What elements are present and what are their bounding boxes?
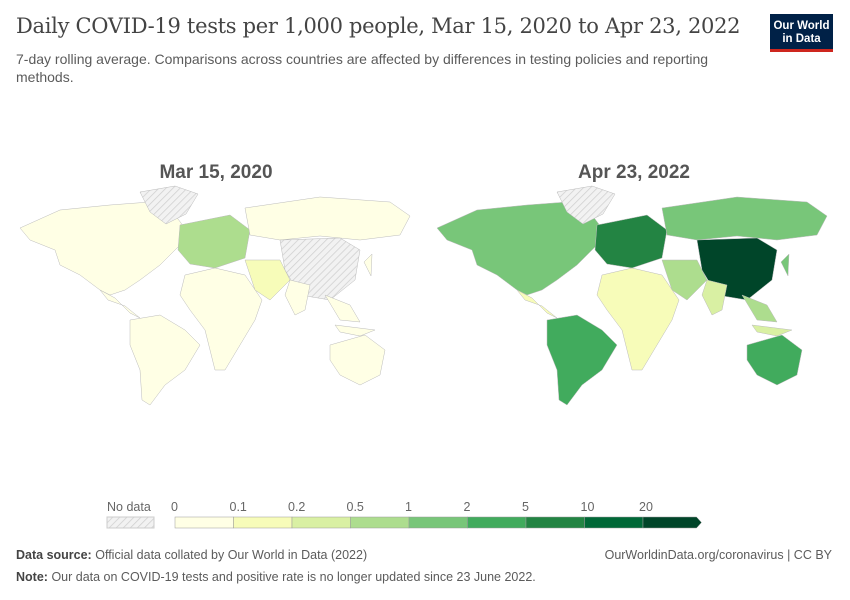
region-japan[interactable] [780, 253, 790, 277]
region-australia[interactable] [329, 334, 386, 386]
legend-tick: 0.2 [288, 500, 306, 514]
region-central-america[interactable] [99, 289, 141, 319]
map-mar-15-2020 [19, 185, 411, 406]
legend-bin-7 [584, 516, 644, 529]
legend-tick: 0 [171, 500, 178, 514]
region-north-america[interactable] [19, 201, 191, 296]
region-russia[interactable] [661, 196, 828, 241]
data-source: Data source: Official data collated by O… [16, 548, 368, 562]
legend-bin-2 [291, 516, 351, 529]
region-indonesia[interactable] [334, 324, 376, 337]
region-europe[interactable] [594, 214, 668, 269]
region-central-america[interactable] [516, 289, 558, 319]
legend-tick: 0.5 [346, 500, 364, 514]
region-africa[interactable] [179, 267, 263, 371]
legend-tick: 5 [522, 500, 529, 514]
region-south-america[interactable] [129, 314, 201, 406]
legend-bin-6 [525, 516, 585, 529]
legend-bin-1 [233, 516, 293, 529]
chart-subtitle: 7-day rolling average. Comparisons acros… [16, 51, 709, 85]
footnote: Note: Our data on COVID-19 tests and pos… [16, 570, 536, 584]
region-south-america[interactable] [546, 314, 618, 406]
legend-tick: 1 [405, 500, 412, 514]
legend-tick: 10 [580, 500, 595, 514]
region-india[interactable] [701, 279, 728, 316]
color-legend [106, 516, 702, 529]
region-india[interactable] [284, 279, 311, 316]
legend-bin-3 [350, 516, 410, 529]
region-southeast-asia[interactable] [324, 294, 361, 323]
region-southeast-asia[interactable] [741, 294, 778, 323]
owid-logo[interactable]: Our World in Data [770, 14, 833, 52]
legend-tick: 2 [463, 500, 471, 514]
map-apr-23-2022 [436, 185, 828, 406]
region-australia[interactable] [746, 334, 803, 386]
region-greenland[interactable] [556, 185, 616, 225]
region-africa[interactable] [596, 267, 680, 371]
legend-bin-8 [642, 516, 702, 529]
legend-tick: 0.1 [229, 500, 247, 514]
map-title-left: Mar 15, 2020 [159, 162, 273, 183]
region-indonesia[interactable] [751, 324, 793, 337]
legend-bin-4 [408, 516, 468, 529]
legend-no-data-swatch [106, 516, 155, 529]
legend-bin-5 [467, 516, 527, 529]
legend-bin-0 [174, 516, 234, 529]
legend-no-data-label: No data [107, 500, 151, 514]
region-middle-east[interactable] [244, 259, 291, 301]
region-russia[interactable] [244, 196, 411, 241]
chart-title: Daily COVID-19 tests per 1,000 people, M… [16, 14, 741, 38]
map-title-right: Apr 23, 2022 [578, 162, 690, 183]
region-middle-east[interactable] [661, 259, 708, 301]
region-north-america[interactable] [436, 201, 608, 296]
region-japan[interactable] [363, 253, 373, 277]
region-europe[interactable] [177, 214, 251, 269]
legend-tick: 20 [639, 500, 653, 514]
source-url[interactable]: OurWorldinData.org/coronavirus | CC BY [604, 548, 832, 562]
region-greenland[interactable] [139, 185, 199, 225]
